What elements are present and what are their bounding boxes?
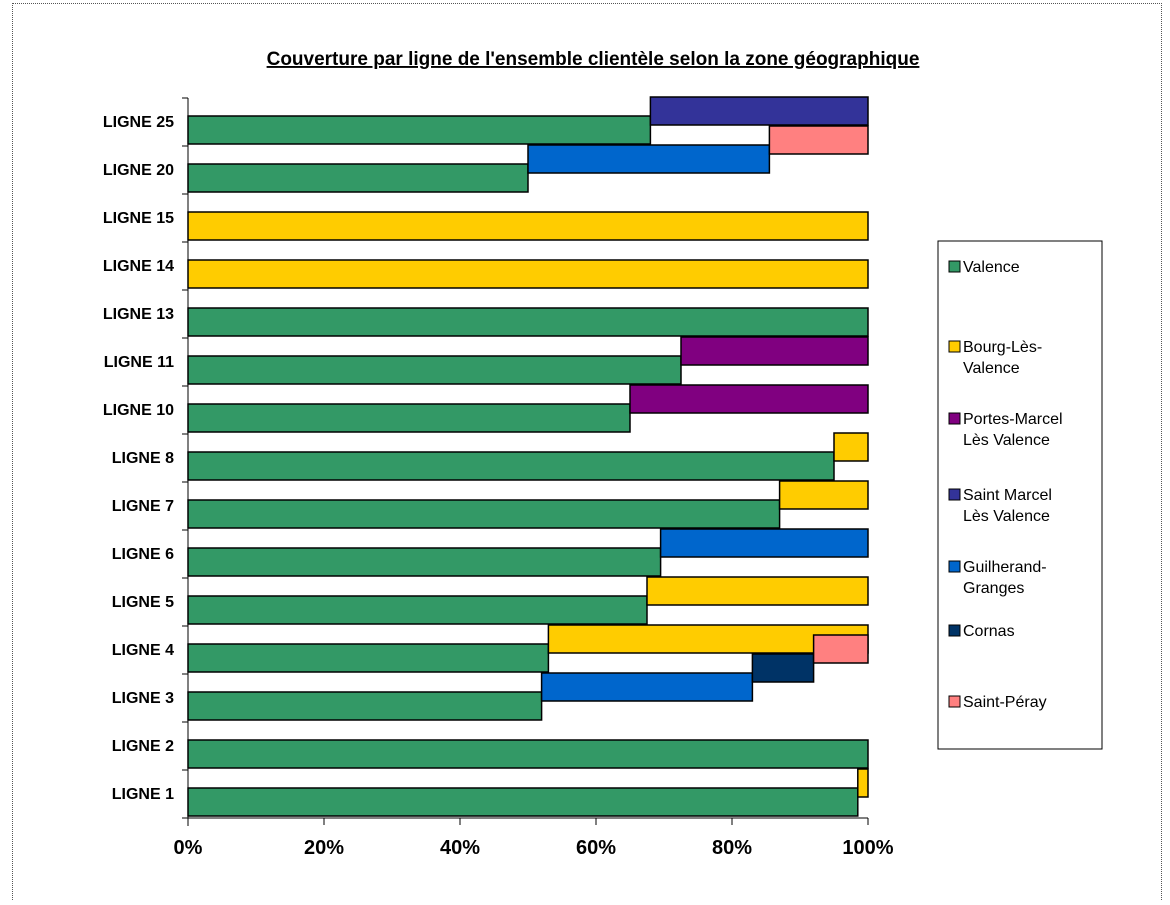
bar-segment — [527, 144, 771, 174]
bar-segment — [768, 125, 869, 155]
category-label: LIGNE 25 — [103, 114, 174, 131]
category-label: LIGNE 14 — [103, 258, 174, 275]
bar-segment — [187, 739, 869, 769]
legend-label: Saint Marcel Lès Valence — [963, 487, 1052, 525]
bar-segment — [187, 547, 662, 577]
legend-swatch — [948, 412, 961, 425]
category-label: LIGNE 8 — [112, 450, 174, 467]
bar-segment — [751, 653, 815, 683]
bar-segment — [833, 432, 869, 462]
chart-title: Couverture par ligne de l'ensemble clien… — [267, 49, 920, 70]
legend-label: Guilherand-Granges — [963, 559, 1047, 597]
bar-segment — [187, 163, 529, 193]
legend-swatch — [948, 260, 961, 273]
bar-segment — [187, 643, 550, 673]
legend-swatch — [948, 340, 961, 353]
bar-segment — [540, 672, 754, 702]
x-tick-label: 40% — [440, 837, 480, 859]
category-label: LIGNE 15 — [103, 210, 174, 227]
legend-box — [937, 240, 1103, 750]
bar-segment — [659, 528, 869, 558]
bar-segment — [187, 787, 859, 817]
legend-label: Portes-Marcel Lès Valence — [963, 411, 1063, 449]
x-tick-label: 0% — [174, 837, 203, 859]
category-label: LIGNE 20 — [103, 162, 174, 179]
bar-segment — [187, 259, 869, 289]
category-label: LIGNE 11 — [104, 354, 174, 371]
legend: Valence Bourg-Lès-Valence Portes-Marcel Lès… — [937, 240, 1103, 750]
category-label: LIGNE 1 — [112, 786, 174, 803]
category-label: LIGNE 6 — [112, 546, 174, 563]
category-label: LIGNE 7 — [112, 498, 174, 515]
legend-label: Cornas — [963, 623, 1015, 640]
bar-segment — [649, 96, 869, 126]
bar-segment — [187, 307, 869, 337]
category-label: LIGNE 5 — [112, 594, 174, 611]
legend-swatch — [948, 560, 961, 573]
category-label: LIGNE 4 — [112, 642, 174, 659]
legend-label: Valence — [963, 259, 1020, 276]
plot-area: 0% 20% 40% 60% 80% 100% LIGNE 25 LIGNE 20 LIGNE … — [103, 96, 894, 859]
legend-swatch — [948, 624, 961, 637]
legend-label: Saint-Péray — [963, 694, 1047, 711]
bar-segment — [629, 384, 869, 414]
bar-segment — [646, 576, 869, 606]
bar-segment — [812, 634, 869, 664]
x-tick-label: 100% — [842, 837, 893, 859]
bar-segment — [680, 336, 869, 366]
bar-segment — [857, 768, 869, 798]
legend-swatch — [948, 695, 961, 708]
bar-segment — [187, 451, 835, 481]
category-label: LIGNE 10 — [103, 402, 174, 419]
category-label: LIGNE 13 — [103, 306, 174, 323]
category-label: LIGNE 3 — [112, 690, 174, 707]
bar-segment — [187, 211, 869, 241]
x-tick-label: 20% — [304, 837, 344, 859]
chart-frame — [12, 3, 1162, 900]
legend-label: Bourg-Lès-Valence — [963, 339, 1042, 377]
bar-segment — [187, 499, 781, 529]
bar-segment — [187, 355, 682, 385]
bar-segment — [187, 115, 652, 145]
x-tick-label: 60% — [576, 837, 616, 859]
bar-segment — [778, 480, 869, 510]
bar-segment — [187, 595, 648, 625]
x-tick-label: 80% — [712, 837, 752, 859]
category-label: LIGNE 2 — [112, 738, 174, 755]
legend-swatch — [948, 488, 961, 501]
bar-segment — [187, 691, 543, 721]
bar-segment — [187, 403, 631, 433]
